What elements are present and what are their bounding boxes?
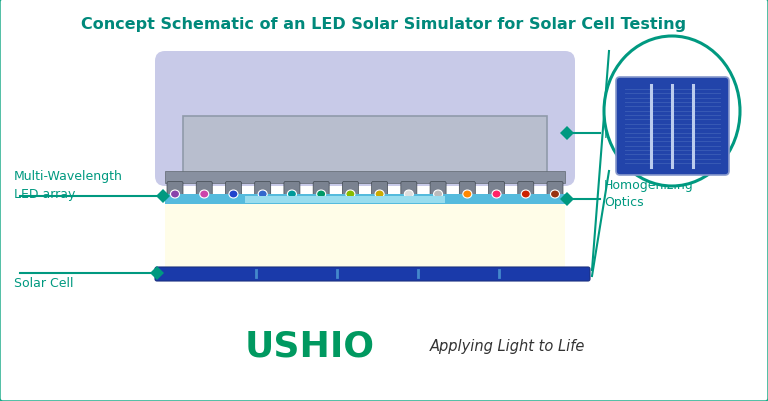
FancyBboxPatch shape	[372, 182, 388, 201]
FancyBboxPatch shape	[313, 182, 329, 201]
Ellipse shape	[375, 190, 384, 198]
FancyBboxPatch shape	[488, 182, 505, 201]
Bar	[245, 196, 445, 203]
Bar	[183, 117, 547, 174]
Bar	[165, 172, 565, 184]
Ellipse shape	[604, 37, 740, 186]
Ellipse shape	[551, 190, 560, 198]
Ellipse shape	[229, 190, 238, 198]
Text: Multi-Wavelength
LED array: Multi-Wavelength LED array	[14, 170, 123, 201]
Text: Homogenizing
Optics: Homogenizing Optics	[604, 178, 694, 209]
Ellipse shape	[492, 190, 501, 198]
Bar	[165, 194, 565, 205]
FancyBboxPatch shape	[547, 182, 563, 201]
FancyBboxPatch shape	[226, 182, 241, 201]
Ellipse shape	[463, 190, 472, 198]
Ellipse shape	[287, 190, 296, 198]
FancyBboxPatch shape	[616, 78, 729, 176]
FancyBboxPatch shape	[430, 182, 446, 201]
Ellipse shape	[346, 190, 355, 198]
FancyBboxPatch shape	[459, 182, 475, 201]
FancyBboxPatch shape	[518, 182, 534, 201]
Text: Concept Schematic of an LED Solar Simulator for Solar Cell Testing: Concept Schematic of an LED Solar Simula…	[81, 18, 687, 32]
FancyBboxPatch shape	[255, 182, 270, 201]
FancyBboxPatch shape	[401, 182, 417, 201]
FancyBboxPatch shape	[155, 52, 575, 186]
FancyBboxPatch shape	[167, 182, 183, 201]
Text: Applying Light to Life: Applying Light to Life	[430, 339, 585, 354]
FancyBboxPatch shape	[155, 267, 590, 281]
Ellipse shape	[170, 190, 180, 198]
Ellipse shape	[521, 190, 530, 198]
FancyBboxPatch shape	[343, 182, 359, 201]
Text: Heatsink: Heatsink	[604, 127, 659, 140]
Ellipse shape	[200, 190, 209, 198]
Ellipse shape	[258, 190, 267, 198]
Ellipse shape	[404, 190, 413, 198]
Ellipse shape	[316, 190, 326, 198]
FancyBboxPatch shape	[197, 182, 212, 201]
FancyBboxPatch shape	[284, 182, 300, 201]
Ellipse shape	[434, 190, 442, 198]
Bar	[165, 205, 565, 276]
Text: Solar Cell: Solar Cell	[14, 277, 74, 290]
Text: USHIO: USHIO	[245, 329, 375, 363]
